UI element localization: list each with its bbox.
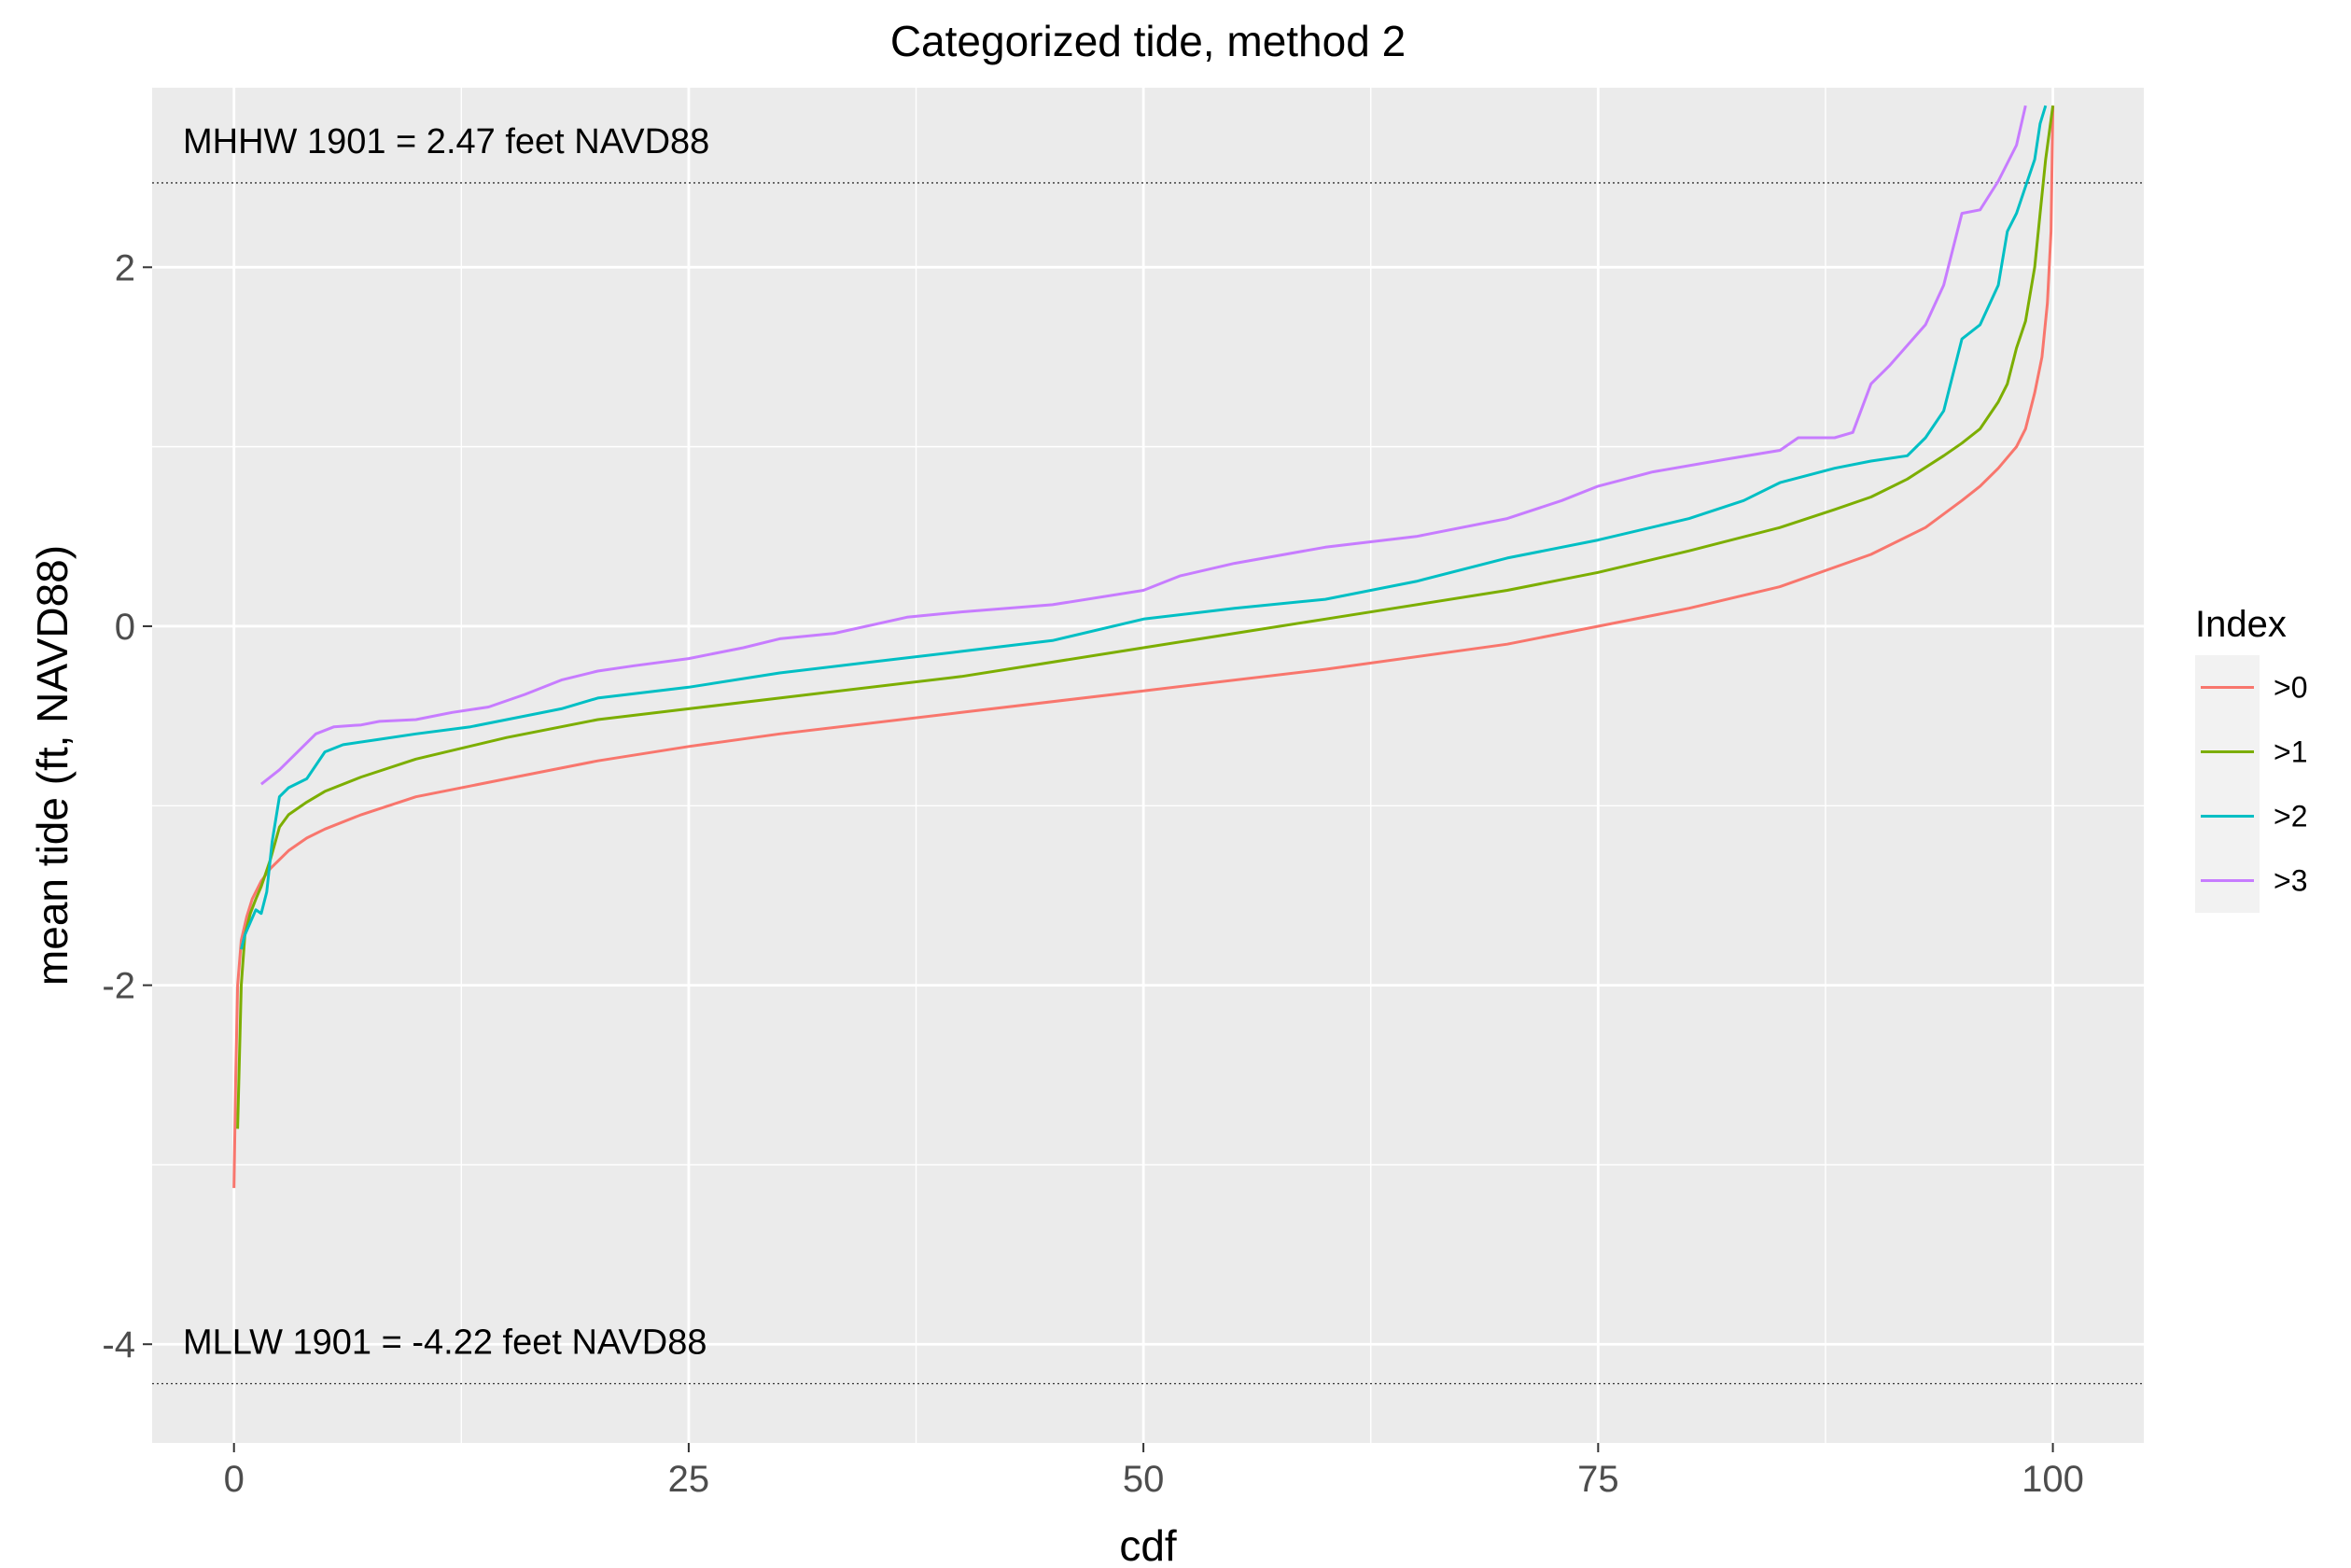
series-line-0: [232, 105, 2055, 1188]
y-tick-label: -4: [102, 1324, 135, 1365]
series-line-3: [259, 105, 2027, 786]
legend-title: Index: [2195, 604, 2287, 645]
y-axis-ticks: -4 -2 0 2: [102, 247, 152, 1365]
grid-minor: [152, 88, 2144, 1443]
legend-label-3: >3: [2274, 864, 2307, 898]
plot-panel: [152, 88, 2144, 1443]
legend: Index >0 >1 >2 >3: [2195, 604, 2307, 913]
y-tick-label: 0: [115, 607, 135, 648]
x-tick-label: 0: [224, 1459, 245, 1500]
chart-title: Categorized tide, method 2: [890, 17, 1406, 65]
x-tick-label: 75: [1577, 1459, 1619, 1500]
series-line-2: [240, 105, 2048, 950]
grid-major: [152, 88, 2144, 1443]
mhhw-annotation: MHHW 1901 = 2.47 feet NAVD88: [183, 122, 709, 161]
x-tick-label: 100: [2022, 1459, 2084, 1500]
x-tick-label: 25: [668, 1459, 710, 1500]
reference-lines: [152, 182, 2144, 1385]
legend-label-1: >1: [2274, 735, 2307, 769]
y-axis-title: mean tide (ft, NAVD88): [28, 545, 77, 986]
y-tick-label: 2: [115, 247, 135, 288]
legend-label-2: >2: [2274, 800, 2307, 833]
mllw-annotation: MLLW 1901 = -4.22 feet NAVD88: [183, 1323, 707, 1363]
legend-label-0: >0: [2274, 671, 2307, 705]
y-tick-label: -2: [102, 966, 135, 1007]
x-axis-ticks: 0 25 50 75 100: [224, 1443, 2084, 1500]
x-tick-label: 50: [1123, 1459, 1165, 1500]
series-lines: [232, 105, 2055, 1188]
legend-items: >0 >1 >2 >3: [2195, 655, 2307, 913]
x-axis-title: cdf: [1119, 1521, 1177, 1568]
reference-annotations: MHHW 1901 = 2.47 feet NAVD88 MLLW 1901 =…: [183, 122, 709, 1363]
